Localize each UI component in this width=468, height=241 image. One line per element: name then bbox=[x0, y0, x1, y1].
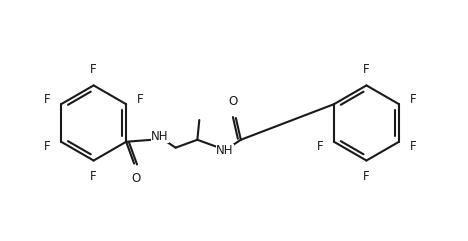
Text: F: F bbox=[90, 62, 97, 75]
Text: O: O bbox=[228, 95, 238, 108]
Text: F: F bbox=[410, 93, 417, 106]
Text: F: F bbox=[363, 62, 370, 75]
Text: F: F bbox=[90, 170, 97, 183]
Text: NH: NH bbox=[216, 144, 234, 157]
Text: F: F bbox=[363, 170, 370, 183]
Text: F: F bbox=[316, 140, 323, 153]
Text: O: O bbox=[132, 172, 141, 185]
Text: F: F bbox=[410, 140, 417, 153]
Text: F: F bbox=[44, 93, 50, 106]
Text: NH: NH bbox=[151, 130, 168, 143]
Text: F: F bbox=[44, 140, 50, 153]
Text: F: F bbox=[137, 93, 144, 106]
